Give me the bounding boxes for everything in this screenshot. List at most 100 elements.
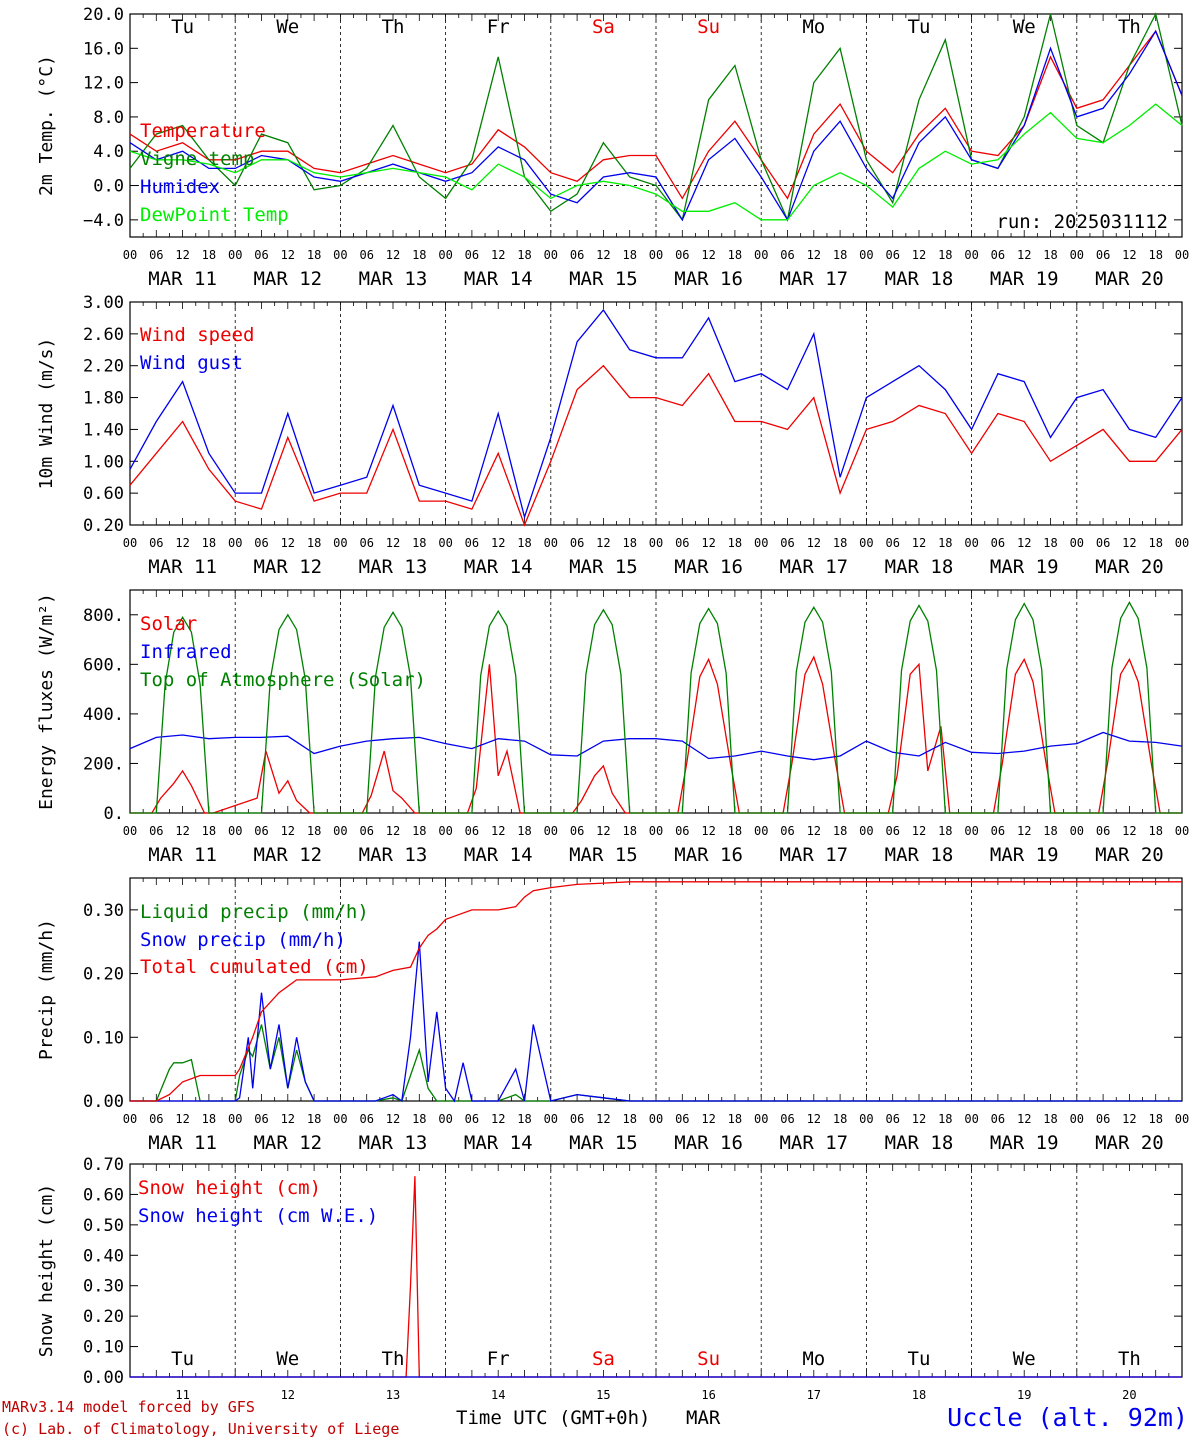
hour-label: 06	[254, 536, 268, 550]
hour-label: 06	[780, 248, 794, 262]
legend-entry: Total cumulated (cm)	[140, 956, 369, 978]
y-tick-label: 8.0	[93, 108, 124, 128]
date-label: MAR 17	[779, 1132, 848, 1154]
hour-label: 00	[438, 536, 452, 550]
hour-label: 12	[596, 1112, 610, 1126]
weekday-label: We	[1013, 1348, 1036, 1370]
y-axis-label: Snow height (cm)	[36, 1184, 57, 1357]
legend-entry: Vigne temp	[140, 148, 254, 170]
hour-label: 12	[1017, 248, 1031, 262]
legend-entry: Snow height (cm W.E.)	[138, 1205, 378, 1227]
hour-label: 12	[596, 536, 610, 550]
hour-label: 18	[202, 1112, 216, 1126]
hour-label: 18	[833, 248, 847, 262]
date-label: MAR 18	[885, 268, 954, 290]
hour-label: 00	[754, 536, 768, 550]
hour-label: 18	[1148, 1112, 1162, 1126]
series-line	[130, 601, 1182, 814]
date-label: MAR 15	[569, 844, 638, 866]
y-axis-label: 10m Wind (m/s)	[36, 338, 57, 490]
hour-label: 12	[1122, 248, 1136, 262]
y-axis-label: Energy fluxes (W/m²)	[36, 593, 57, 810]
series-line	[129, 29, 1183, 200]
y-axis-label: 2m Temp. (°C)	[36, 55, 57, 196]
date-label: MAR 12	[253, 1132, 322, 1154]
legend-entry: Wind gust	[140, 352, 243, 374]
weekday-label: Th	[382, 1348, 405, 1370]
hour-label: 06	[991, 1112, 1005, 1126]
hour-label: 12	[386, 536, 400, 550]
hour-label: 00	[754, 1112, 768, 1126]
y-tick-label: 800.	[83, 606, 124, 626]
hour-label: 12	[386, 248, 400, 262]
weekday-label: Su	[697, 16, 720, 38]
hour-label: 12	[281, 536, 295, 550]
legend-entry: Liquid precip (mm/h)	[140, 901, 369, 923]
day-number-label: 11	[175, 1388, 189, 1402]
x-axis-month: MAR	[686, 1407, 721, 1429]
y-tick-label: 0.20	[83, 1307, 124, 1327]
hour-label: 12	[1017, 824, 1031, 838]
hour-label: 18	[202, 824, 216, 838]
date-label: MAR 20	[1095, 844, 1164, 866]
x-axis-title: Time UTC (GMT+0h)	[456, 1407, 650, 1429]
hour-label: 00	[544, 536, 558, 550]
hour-label: 00	[544, 824, 558, 838]
date-label: MAR 19	[990, 556, 1059, 578]
hour-label: 06	[359, 824, 373, 838]
y-tick-label: 0.	[104, 804, 124, 824]
y-tick-label: 2.60	[83, 325, 124, 345]
hour-label: 12	[281, 1112, 295, 1126]
hour-label: 18	[202, 248, 216, 262]
hour-label: 12	[491, 824, 505, 838]
y-tick-label: 1.80	[83, 389, 124, 409]
hour-label: 18	[307, 248, 321, 262]
hour-label: 06	[149, 248, 163, 262]
hour-label: 12	[175, 536, 189, 550]
day-number-label: 19	[1017, 1388, 1031, 1402]
hour-label: 00	[228, 536, 242, 550]
hour-label: 06	[149, 536, 163, 550]
hour-label: 00	[1070, 248, 1084, 262]
date-label: MAR 13	[359, 268, 428, 290]
y-tick-label: 3.00	[83, 293, 124, 313]
hour-label: 18	[307, 536, 321, 550]
date-label: MAR 15	[569, 268, 638, 290]
hour-label: 00	[859, 536, 873, 550]
date-label: MAR 16	[674, 844, 743, 866]
legend-entry: Wind speed	[140, 324, 254, 346]
hour-label: 12	[807, 536, 821, 550]
hour-label: 00	[1175, 824, 1189, 838]
date-label: MAR 14	[464, 1132, 533, 1154]
hour-label: 12	[1122, 824, 1136, 838]
hour-label: 12	[701, 248, 715, 262]
y-tick-label: 0.30	[83, 901, 124, 921]
weekday-label: Th	[1118, 16, 1141, 38]
hour-label: 00	[438, 1112, 452, 1126]
hour-label: 00	[1175, 1112, 1189, 1126]
legend-entry: Snow height (cm)	[138, 1177, 321, 1199]
series-line	[129, 308, 1183, 520]
weekday-label: Su	[697, 1348, 720, 1370]
date-label: MAR 17	[779, 556, 848, 578]
hour-label: 00	[1175, 536, 1189, 550]
date-label: MAR 18	[885, 1132, 954, 1154]
date-label: MAR 18	[885, 556, 954, 578]
hour-label: 18	[412, 536, 426, 550]
station-label: Uccle (alt. 92m)	[947, 1403, 1188, 1432]
hour-label: 06	[675, 1112, 689, 1126]
hour-label: 18	[412, 248, 426, 262]
y-tick-label: 0.40	[83, 1246, 124, 1266]
y-tick-label: 0.50	[83, 1216, 124, 1236]
hour-label: 00	[438, 248, 452, 262]
weekday-label: Th	[1118, 1348, 1141, 1370]
hour-label: 12	[175, 824, 189, 838]
date-label: MAR 15	[569, 1132, 638, 1154]
hour-label: 06	[991, 824, 1005, 838]
hour-label: 12	[912, 824, 926, 838]
hour-label: 00	[438, 824, 452, 838]
hour-label: 18	[728, 824, 742, 838]
date-label: MAR 14	[464, 268, 533, 290]
date-label: MAR 16	[674, 556, 743, 578]
legend-entry: Solar	[140, 613, 197, 635]
